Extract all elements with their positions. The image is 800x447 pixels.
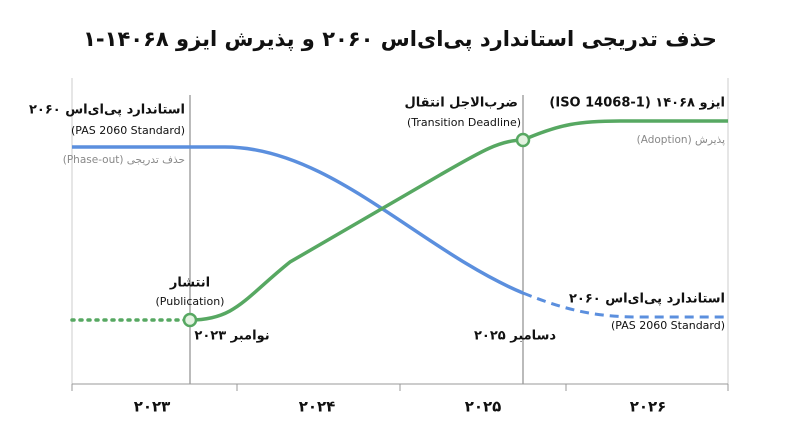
axis-ticks	[71, 384, 729, 391]
year-label: ۲۰۲۶	[630, 398, 667, 416]
label: حذف تدریجی (Phase-out)	[63, 154, 185, 166]
label: ضرب‌الاجل انتقال	[404, 96, 518, 111]
label: (PAS 2060 Standard)	[71, 124, 185, 137]
label: استاندارد پی‌ای‌اس ۲۰۶۰	[29, 103, 185, 118]
adoption-curve	[189, 119, 728, 322]
deadline-marker	[515, 132, 531, 148]
label: پذیرش (Adoption)	[637, 134, 725, 146]
label: ایزو ۱۴۰۶۸ (ISO 14068-1)	[549, 96, 725, 111]
label: انتشار	[169, 276, 210, 291]
label: استاندارد پی‌ای‌اس ۲۰۶۰	[569, 292, 725, 307]
phase-out-dashed	[522, 291, 728, 319]
label: (Publication)	[156, 295, 225, 308]
title: حذف تدریجی استاندارد پی‌ای‌اس ۲۰۶۰ و پذی…	[83, 27, 717, 51]
date: دسامبر ۲۰۲۵	[474, 329, 556, 344]
publication-marker	[182, 312, 198, 328]
label: (PAS 2060 Standard)	[611, 319, 725, 332]
year-label: ۲۰۲۵	[465, 398, 502, 416]
date: نوامبر ۲۰۲۳	[194, 329, 269, 344]
label: (Transition Deadline)	[407, 116, 521, 129]
phase-out-curve	[72, 145, 524, 295]
year-label: ۲۰۲۴	[299, 398, 336, 416]
year-label: ۲۰۲۳	[134, 398, 171, 416]
